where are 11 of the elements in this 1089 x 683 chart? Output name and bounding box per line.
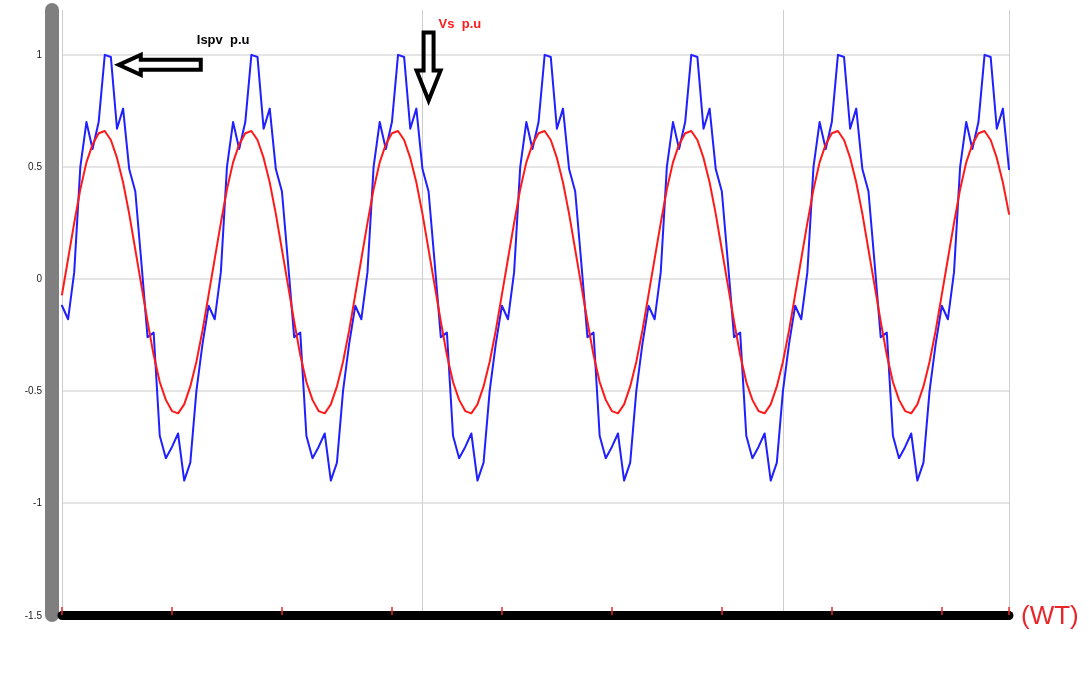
line-series xyxy=(61,130,1010,415)
x-axis-title: (WT) xyxy=(1021,600,1079,630)
y-tick-label: -0.5 xyxy=(24,385,43,397)
y-tick-label: -1.5 xyxy=(24,609,43,621)
line-series xyxy=(61,53,1010,482)
y-tick-label: 1 xyxy=(36,49,43,61)
y-tick-label: 0 xyxy=(36,273,43,285)
y-tick-label: 0.5 xyxy=(28,161,43,173)
y-tick-label: -1 xyxy=(33,497,43,509)
series-label: Ispv p.u xyxy=(196,31,250,47)
text: Vs p.u xyxy=(438,15,482,31)
